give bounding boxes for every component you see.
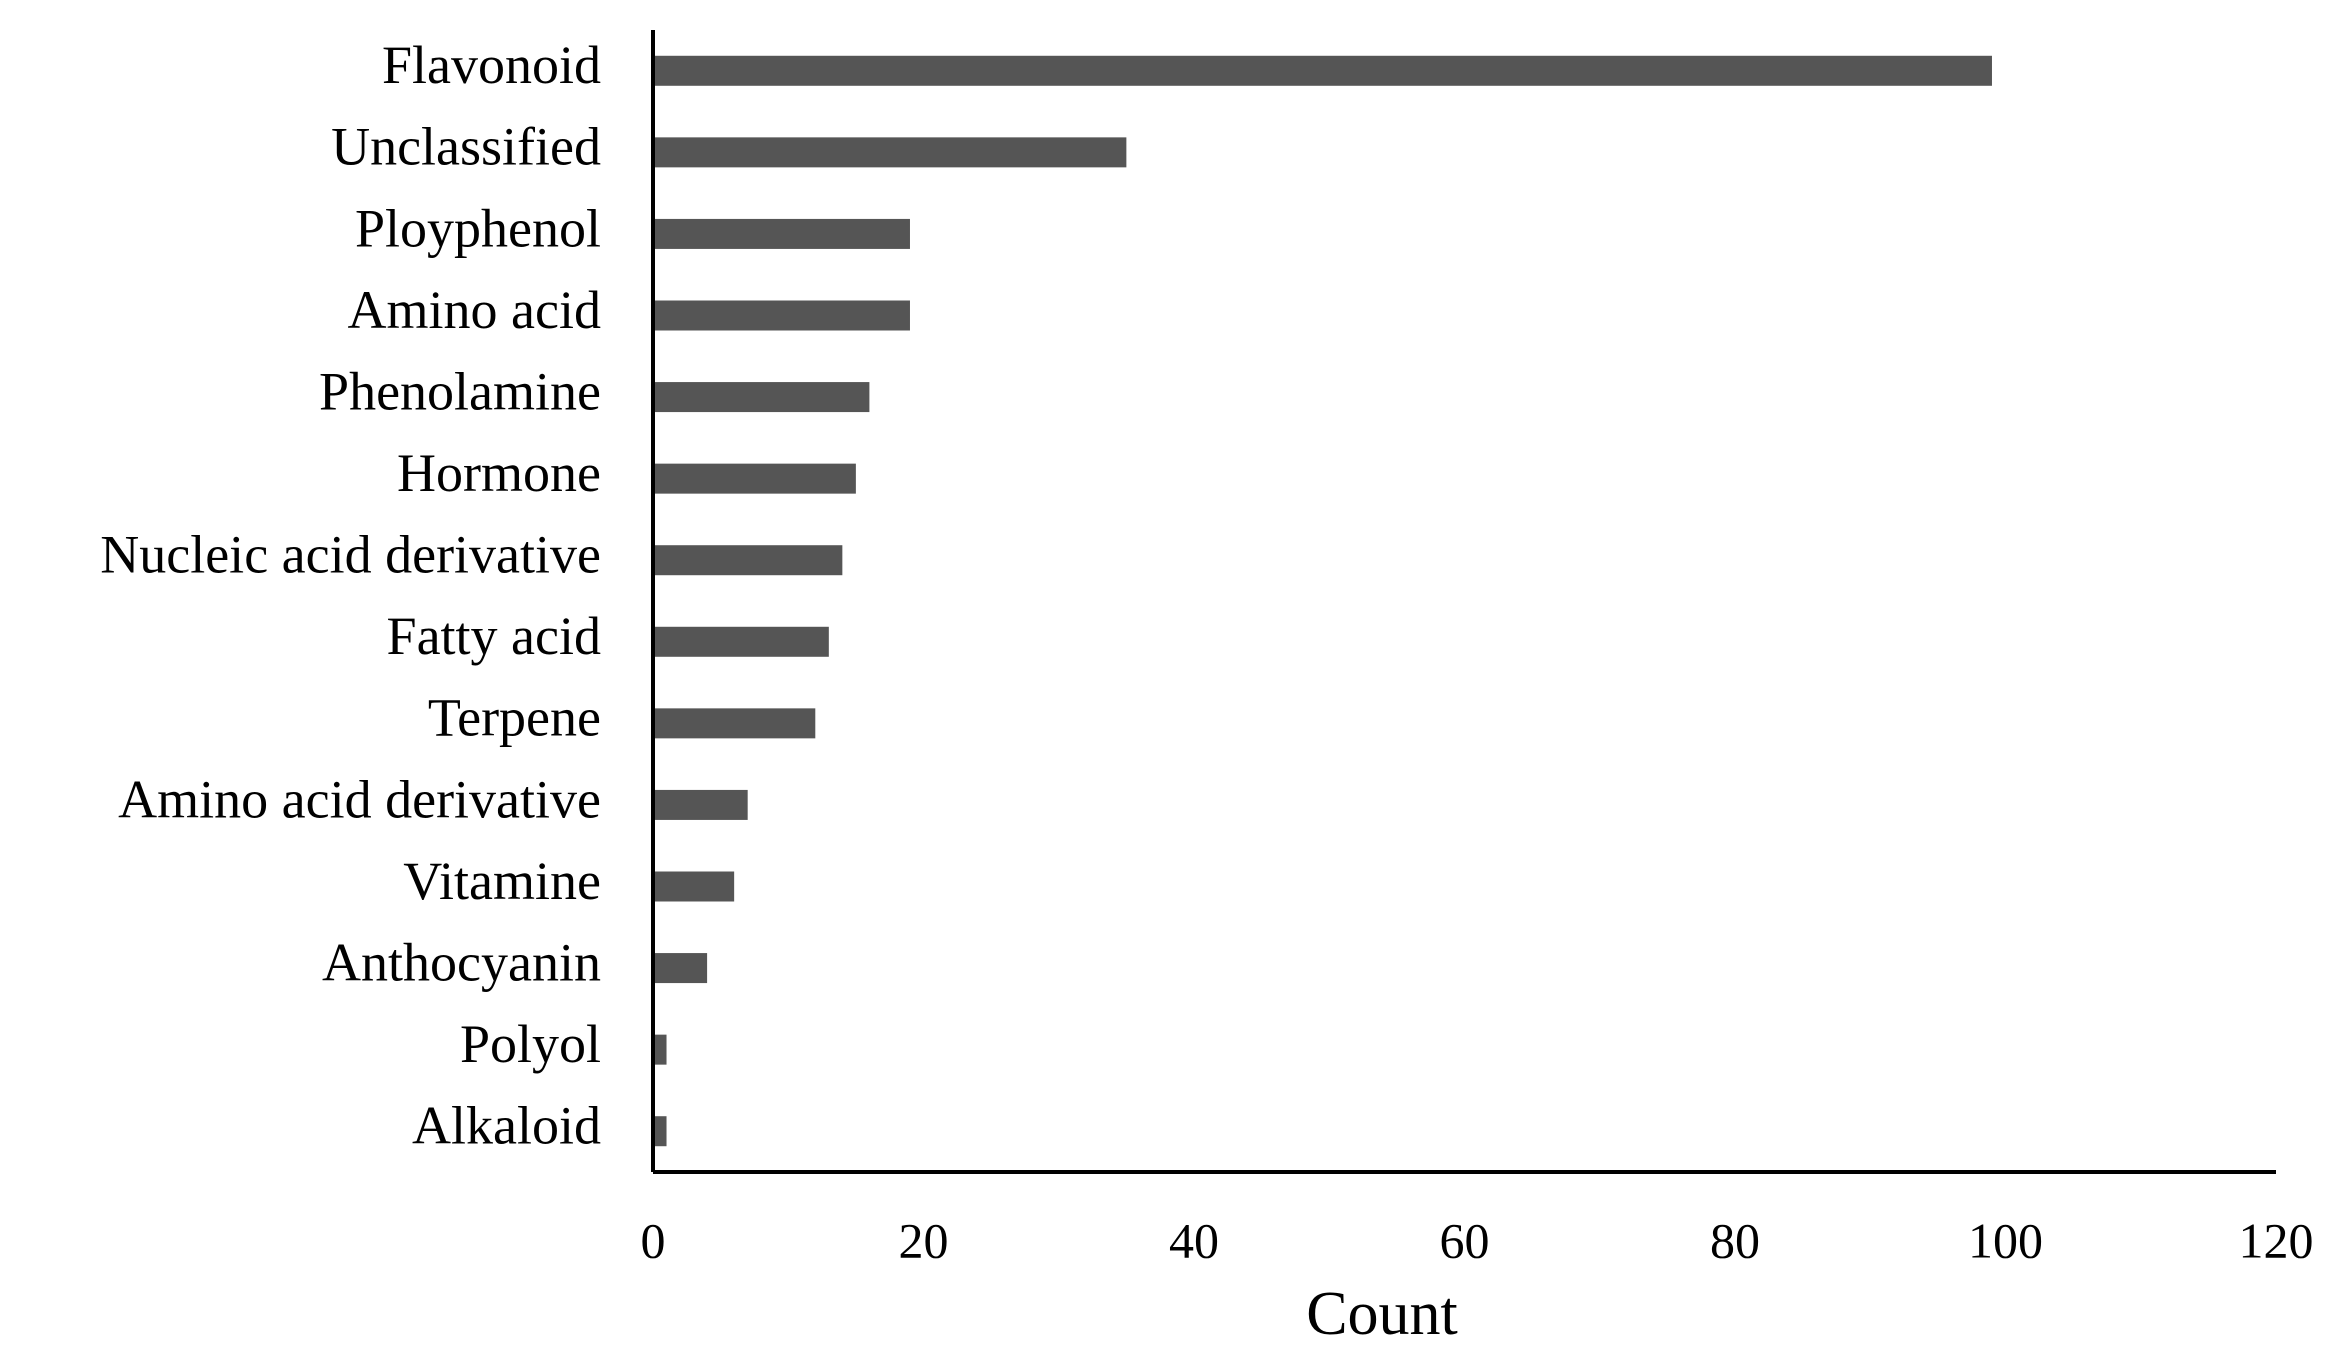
- bar: [653, 55, 1992, 86]
- y-tick-label: Fatty acid: [387, 606, 601, 666]
- y-tick-label: Polyol: [460, 1014, 601, 1074]
- bar: [653, 1116, 667, 1147]
- y-tick-label: Phenolamine: [319, 361, 601, 421]
- y-tick-label: Ployphenol: [355, 198, 601, 258]
- y-tick-label: Terpene: [428, 688, 601, 748]
- y-tick-label: Flavonoid: [382, 35, 601, 95]
- bar: [653, 218, 910, 249]
- y-tick-label: Nucleic acid derivative: [100, 525, 601, 585]
- bar: [653, 1034, 667, 1065]
- y-tick-label: Amino acid derivative: [118, 769, 601, 829]
- x-tick-label: 40: [1169, 1212, 1219, 1268]
- y-tick-label: Alkaloid: [412, 1096, 601, 1156]
- bar: [653, 300, 910, 331]
- bar: [653, 789, 748, 820]
- y-tick-label: Unclassified: [331, 117, 601, 177]
- bar: [653, 871, 735, 902]
- bar: [653, 382, 870, 413]
- x-tick-label: 80: [1710, 1212, 1760, 1268]
- x-axis-title: Count: [1306, 1280, 1458, 1348]
- x-tick-label: 60: [1440, 1212, 1490, 1268]
- y-tick-label: Vitamine: [403, 851, 601, 911]
- y-tick-label: Amino acid: [348, 280, 601, 340]
- bar: [653, 463, 856, 494]
- bar: [653, 545, 843, 576]
- y-tick-label: Hormone: [397, 443, 601, 503]
- y-tick-label: Anthocyanin: [322, 932, 601, 992]
- bar: [653, 626, 829, 657]
- x-tick-label: 120: [2239, 1212, 2314, 1268]
- bar: [653, 137, 1127, 168]
- x-tick-label: 20: [899, 1212, 949, 1268]
- bar: [653, 708, 816, 739]
- x-tick-label: 0: [641, 1212, 666, 1268]
- bar: [653, 953, 708, 984]
- x-tick-label: 100: [1968, 1212, 2043, 1268]
